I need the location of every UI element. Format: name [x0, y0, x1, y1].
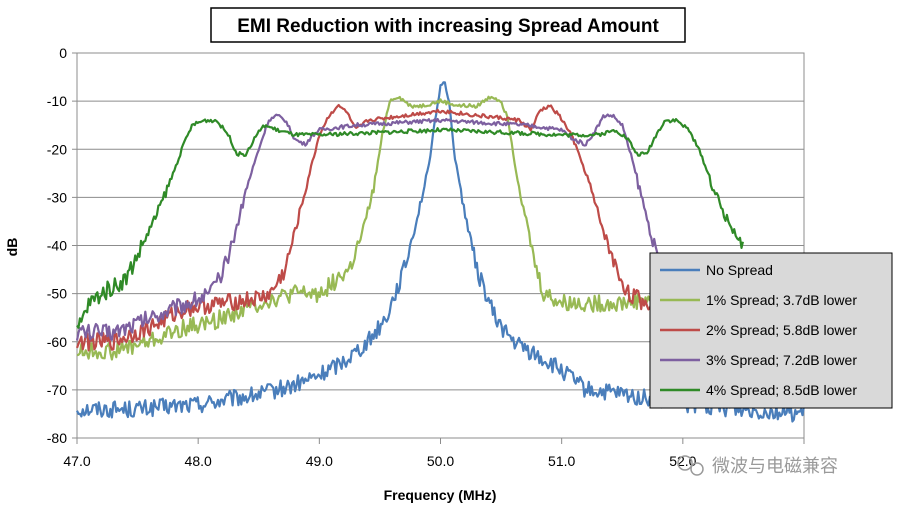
x-tick-label: 50.0 — [427, 453, 454, 469]
title-box — [210, 7, 686, 43]
x-tick-label: 51.0 — [548, 453, 575, 469]
x-tick-label: 49.0 — [306, 453, 333, 469]
legend-label: 4% Spread; 8.5dB lower — [706, 382, 857, 398]
chart-title: EMI Reduction with increasing Spread Amo… — [237, 16, 659, 37]
y-tick-label: -80 — [47, 430, 67, 446]
y-tick-label: -30 — [47, 189, 67, 205]
y-tick-label: -70 — [47, 382, 67, 398]
x-tick-label: 47.0 — [63, 453, 90, 469]
y-tick-label: -40 — [47, 238, 67, 254]
x-tick-label: 52.0 — [669, 453, 696, 469]
y-axis-label: dB — [4, 238, 20, 257]
wechat-icon-secondary — [690, 462, 704, 476]
legend-label: 1% Spread; 3.7dB lower — [706, 292, 857, 308]
series-line — [76, 117, 744, 329]
wechat-icon — [677, 455, 693, 471]
legend-label: 3% Spread; 7.2dB lower — [706, 352, 857, 368]
legend-label: No Spread — [706, 262, 773, 278]
x-axis-label: Frequency (MHz) — [384, 487, 497, 503]
watermark-text: 微波与电磁兼容 — [712, 456, 838, 477]
y-axis-ticks: 0 -10 -20 -30 -40 -50 -60 -70 -80 — [47, 45, 77, 446]
series-line — [75, 103, 683, 352]
x-tick-label: 48.0 — [185, 453, 212, 469]
series-line — [75, 113, 683, 341]
y-tick-label: -20 — [47, 141, 67, 157]
legend-label: 2% Spread; 5.8dB lower — [706, 322, 857, 338]
series-line — [76, 95, 683, 361]
y-tick-label: -50 — [47, 286, 67, 302]
legend: No Spread 1% Spread; 3.7dB lower 2% Spread… — [649, 252, 893, 409]
y-tick-label: 0 — [59, 45, 67, 61]
y-tick-label: -10 — [47, 93, 67, 109]
y-tick-label: -60 — [47, 334, 67, 350]
watermark: 微波与电磁兼容 — [677, 455, 838, 477]
